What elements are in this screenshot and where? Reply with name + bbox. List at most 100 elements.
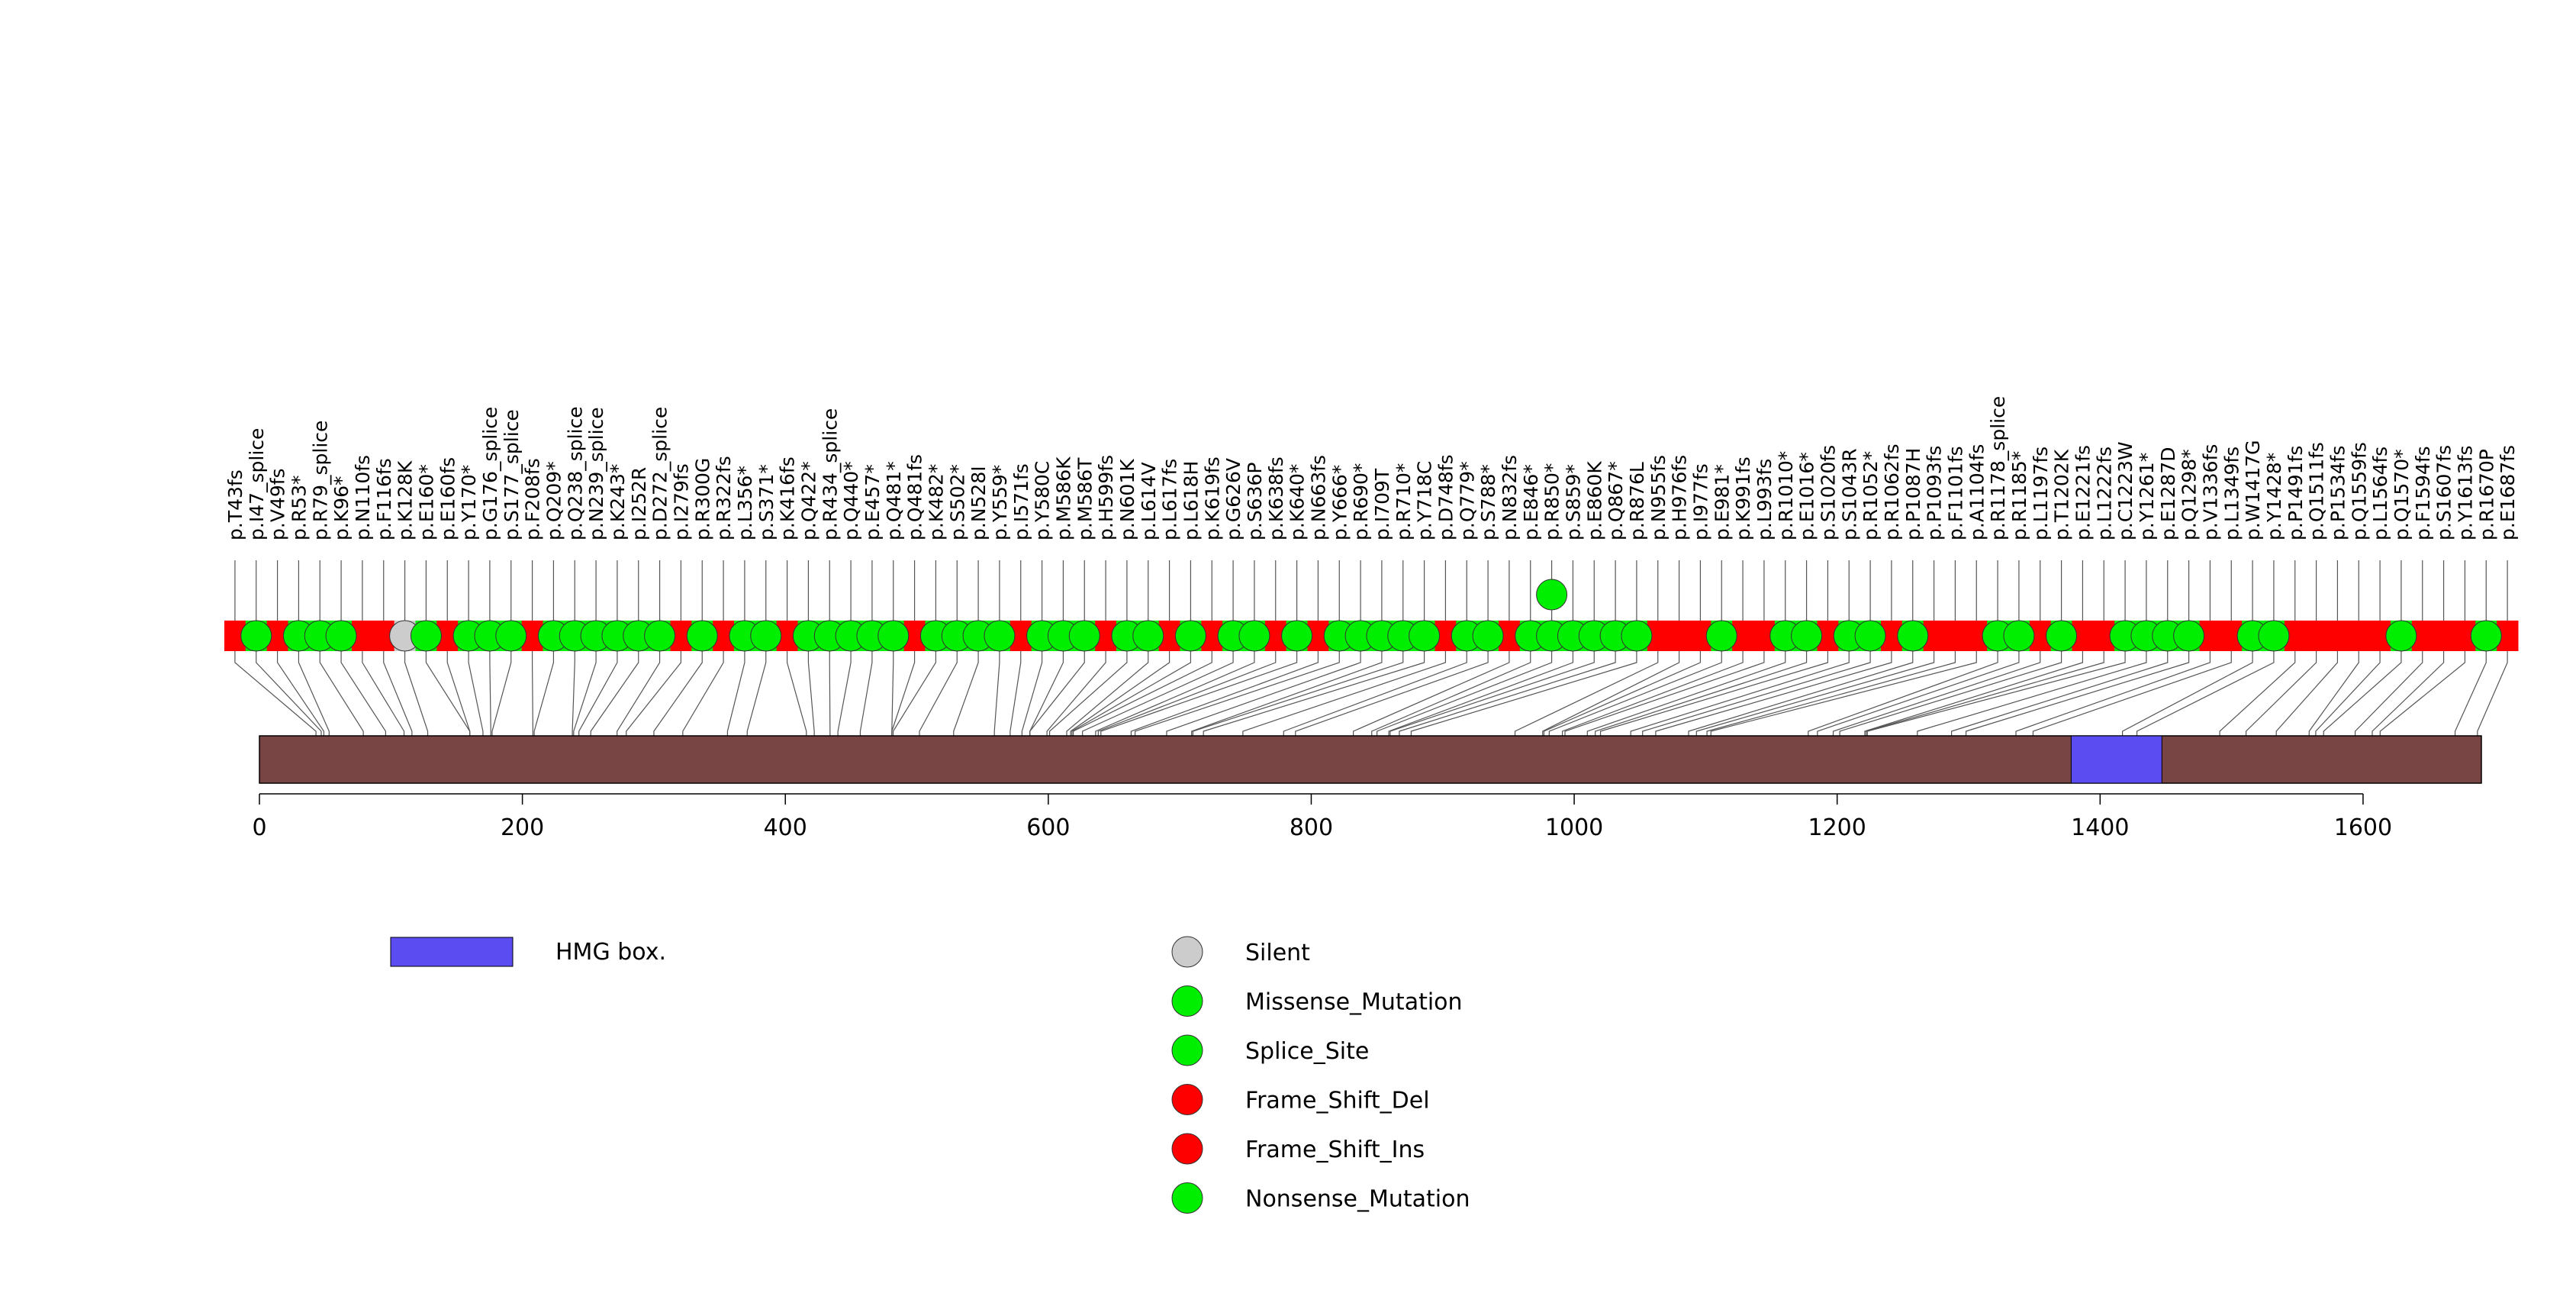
mutation-label: p.L618H <box>1180 461 1202 540</box>
connector-line <box>1951 651 2169 736</box>
mutation-label: p.N528I <box>968 466 990 540</box>
mutation-label: p.N832fs <box>1499 455 1521 540</box>
connector-line <box>578 651 618 736</box>
mutation-label: p.I279fs <box>670 463 692 540</box>
axis-tick-label: 800 <box>1290 814 1333 841</box>
connector-line <box>1866 651 2126 736</box>
mutation-cell <box>2326 621 2349 651</box>
mutation-marker <box>1854 620 1886 652</box>
mutation-label: p.Y666* <box>1328 465 1351 540</box>
connector-line <box>1046 651 1106 736</box>
legend-mutation-label: Silent <box>1245 940 1310 966</box>
mutation-label: p.S636P <box>1244 463 1266 540</box>
mutation-cell <box>2433 621 2455 651</box>
mutation-label: p.M586K <box>1052 456 1074 540</box>
mutation-label: p.P1534fs <box>2326 446 2349 540</box>
connector-line <box>829 651 831 736</box>
connector-line <box>340 651 387 736</box>
mutation-label: p.G626V <box>1222 458 1245 540</box>
mutation-marker <box>2258 620 2290 652</box>
connector-line <box>468 651 484 736</box>
connector-line <box>1100 651 1298 736</box>
connector-line <box>2032 651 2232 736</box>
mutation-label: p.L356* <box>734 466 756 540</box>
axis-tick-label: 1600 <box>2334 814 2392 841</box>
legend-mutation-swatch <box>1171 1182 1203 1214</box>
mutation-label: p.Y1261* <box>2136 453 2158 540</box>
legend-mutation-swatch <box>1171 1084 1203 1115</box>
connector-line <box>572 651 575 736</box>
mutation-marker <box>750 620 782 652</box>
mutation-label: p.N955fs <box>1647 455 1670 540</box>
mutation-label: p.R322fs <box>713 456 735 540</box>
mutation-label: p.F116fs <box>373 458 395 540</box>
mutation-label: p.Q209* <box>543 461 565 540</box>
connector-line <box>1192 651 1404 736</box>
mutation-label: p.S177_splice <box>501 409 523 540</box>
connector-line <box>1706 651 1956 736</box>
protein-track <box>259 735 2482 784</box>
legend-mutation-swatch <box>1171 1133 1203 1165</box>
mutation-label: p.K128K <box>394 460 417 540</box>
mutation-marker <box>1621 620 1653 652</box>
connector-line <box>892 651 937 736</box>
connector-line <box>807 651 815 736</box>
connector-line <box>2308 651 2359 736</box>
mutation-label: p.S1043R <box>1838 448 1860 540</box>
connector-line <box>1655 651 1892 736</box>
mutation-label: p.E160fs <box>436 457 459 540</box>
legend-domain-label: HMG box. <box>555 939 666 966</box>
connector-line <box>653 651 703 736</box>
mutation-label: p.Q1559fs <box>2348 442 2370 540</box>
mutation-label: p.Y580C <box>1032 461 1054 540</box>
connector-line <box>919 651 958 736</box>
mutation-marker <box>495 620 527 652</box>
connector-line <box>2454 651 2487 736</box>
mutation-label: p.E981* <box>1711 464 1733 540</box>
connector-line <box>1564 651 1765 736</box>
axis-tick-label: 200 <box>501 814 544 841</box>
mutation-label: p.F1594fs <box>2412 446 2434 540</box>
connector-line <box>859 651 873 736</box>
mutation-marker <box>1068 620 1100 652</box>
legend-mutation-swatch <box>1171 985 1203 1017</box>
connector-line <box>746 651 767 736</box>
mutation-label: p.Y1428* <box>2263 453 2285 540</box>
connector-line <box>1191 651 1383 736</box>
connector-line <box>1410 651 1637 736</box>
mutation-label: p.Q440* <box>840 461 862 540</box>
mutation-marker <box>1281 620 1313 652</box>
mutation-marker <box>1705 620 1737 652</box>
connector-line <box>2323 651 2402 736</box>
connector-line <box>1695 651 1935 736</box>
mutation-marker <box>1897 620 1929 652</box>
mutation-label: p.R690* <box>1350 463 1372 540</box>
mutation-label: p.E1016* <box>1796 452 1818 540</box>
mutation-label: p.R876L <box>1626 462 1648 540</box>
legend-mutation-label: Frame_Shift_Del <box>1245 1088 1430 1114</box>
connector-line <box>1388 651 1574 736</box>
connector-line <box>1917 651 2147 736</box>
mutation-label: p.L1564fs <box>2369 447 2391 540</box>
mutation-label: p.L1222fs <box>2093 447 2115 540</box>
mutation-label: p.N110fs <box>352 455 374 540</box>
connector-line <box>1352 651 1510 736</box>
mutation-label: p.K991fs <box>1732 456 1754 540</box>
mutation-label: p.S502* <box>946 464 968 540</box>
connector-line <box>1283 651 1467 736</box>
connector-line <box>993 651 1000 736</box>
mutation-label: p.K619fs <box>1201 456 1223 540</box>
mutation-label: p.I709T <box>1371 468 1393 540</box>
connector-line <box>1242 651 1447 736</box>
connector-line <box>1864 651 2084 736</box>
connector-line <box>1586 651 1786 736</box>
mutation-label: p.L1349fs <box>2220 447 2243 540</box>
connector-line <box>1808 651 1998 736</box>
mutation-label: p.K96* <box>330 476 353 540</box>
mutation-label: p.G176_splice <box>479 407 501 540</box>
connector-line <box>491 651 512 736</box>
connector-line <box>626 651 682 736</box>
domain-0 <box>2070 735 2162 784</box>
mutation-label: p.S1607fs <box>2433 445 2455 540</box>
mutation-label: p.N601K <box>1116 459 1138 540</box>
